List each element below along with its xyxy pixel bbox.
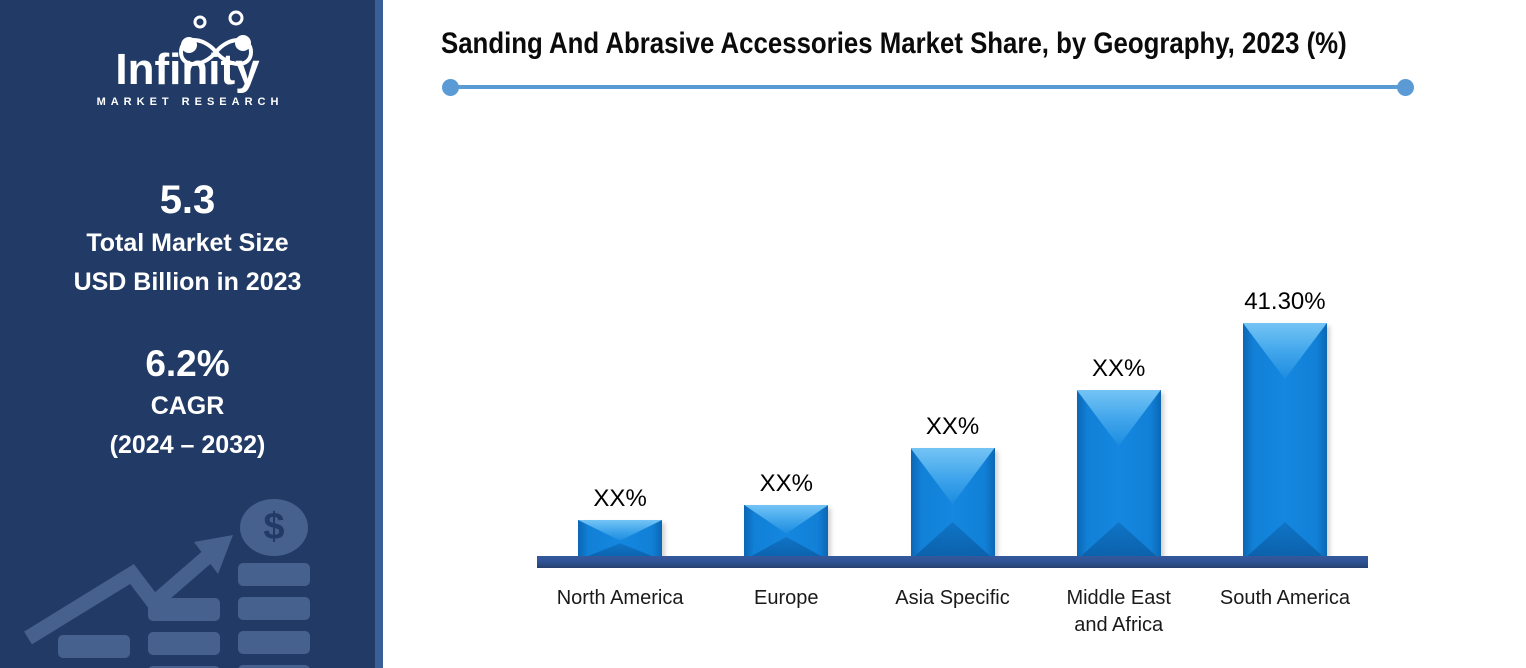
cagr-period: (2024 – 2032) — [109, 431, 266, 459]
growth-arrow-icon — [24, 535, 233, 645]
stat-cagr: 6.2% CAGR (2024 – 2032) — [0, 341, 375, 465]
bar-middle-east-and-africa — [1076, 390, 1161, 560]
x-axis-label-cell: North America — [537, 585, 703, 639]
bar-value-label: XX% — [759, 470, 813, 497]
infinity-logo-icon — [178, 10, 253, 66]
market-size-caption-line2: USD Billion in 2023 — [73, 268, 302, 296]
sidebar: Infinity MARKET RESEARCH 5.3 Total Marke… — [0, 0, 375, 668]
bar-europe — [744, 505, 829, 560]
bar-chart: XX% XX% XX% XX% 41.30% — [537, 130, 1368, 568]
x-axis-label-south-america: South America — [1219, 587, 1350, 609]
market-size-value: 5.3 — [159, 178, 216, 222]
x-axis-label-cell: Middle East and Africa — [1036, 585, 1202, 639]
cagr-value: 6.2% — [145, 343, 230, 384]
bar-group-middle-east-and-africa: XX% — [1036, 355, 1202, 560]
coin-stack-right — [238, 563, 310, 668]
bar-value-label: XX% — [925, 413, 980, 440]
coin-stack-middle — [148, 598, 220, 668]
bar-value-label: XX% — [593, 485, 647, 512]
bar-group-europe: XX% — [703, 470, 869, 560]
bar-south-america — [1242, 323, 1327, 560]
bar-group-asia-specific: XX% — [869, 413, 1035, 560]
x-axis-label-cell: Asia Specific — [869, 585, 1035, 639]
x-axis-label-north-america: North America — [556, 587, 684, 609]
x-axis-label-middle-east-and-africa: Middle East and Africa — [1066, 587, 1171, 636]
bar-group-south-america: 41.30% — [1202, 288, 1368, 560]
x-axis-label-europe: Europe — [754, 587, 819, 609]
market-size-caption-line1: Total Market Size — [86, 229, 289, 257]
stat-total-market-size: 5.3 Total Market Size USD Billion in 202… — [0, 176, 375, 302]
x-axis-label-cell: Europe — [703, 585, 869, 639]
dollar-symbol: $ — [263, 506, 285, 548]
bar-north-america — [578, 520, 663, 560]
coin-stack-left — [58, 635, 130, 668]
bar-group-north-america: XX% — [537, 485, 703, 560]
x-axis-label-asia-specific: Asia Specific — [895, 587, 1010, 609]
bar-value-label: 41.30% — [1244, 288, 1326, 315]
brand-name: Infinity — [115, 45, 260, 94]
brand-logo: Infinity MARKET RESEARCH — [0, 10, 375, 108]
chart-title: Sanding And Abrasive Accessories Market … — [441, 27, 1347, 60]
bars-row: XX% XX% XX% XX% 41.30% — [537, 288, 1368, 560]
x-axis-baseline — [537, 556, 1368, 568]
bar-value-label: XX% — [1092, 355, 1146, 382]
bar-asia-specific — [910, 448, 995, 560]
divider-line — [450, 85, 1406, 89]
x-axis-label-cell: South America — [1202, 585, 1368, 639]
divider-right-dot — [1397, 79, 1414, 96]
dollar-coin-icon: $ — [240, 499, 308, 556]
chart-panel: Sanding And Abrasive Accessories Market … — [383, 0, 1526, 668]
title-divider — [442, 79, 1414, 96]
sidebar-accent-strip — [375, 0, 383, 668]
x-axis-labels: North America Europe Asia Specific Middle E… — [537, 585, 1368, 639]
brand-tagline: MARKET RESEARCH — [96, 96, 284, 108]
cagr-caption: CAGR — [150, 392, 225, 420]
growth-graphic: $ — [0, 486, 375, 668]
